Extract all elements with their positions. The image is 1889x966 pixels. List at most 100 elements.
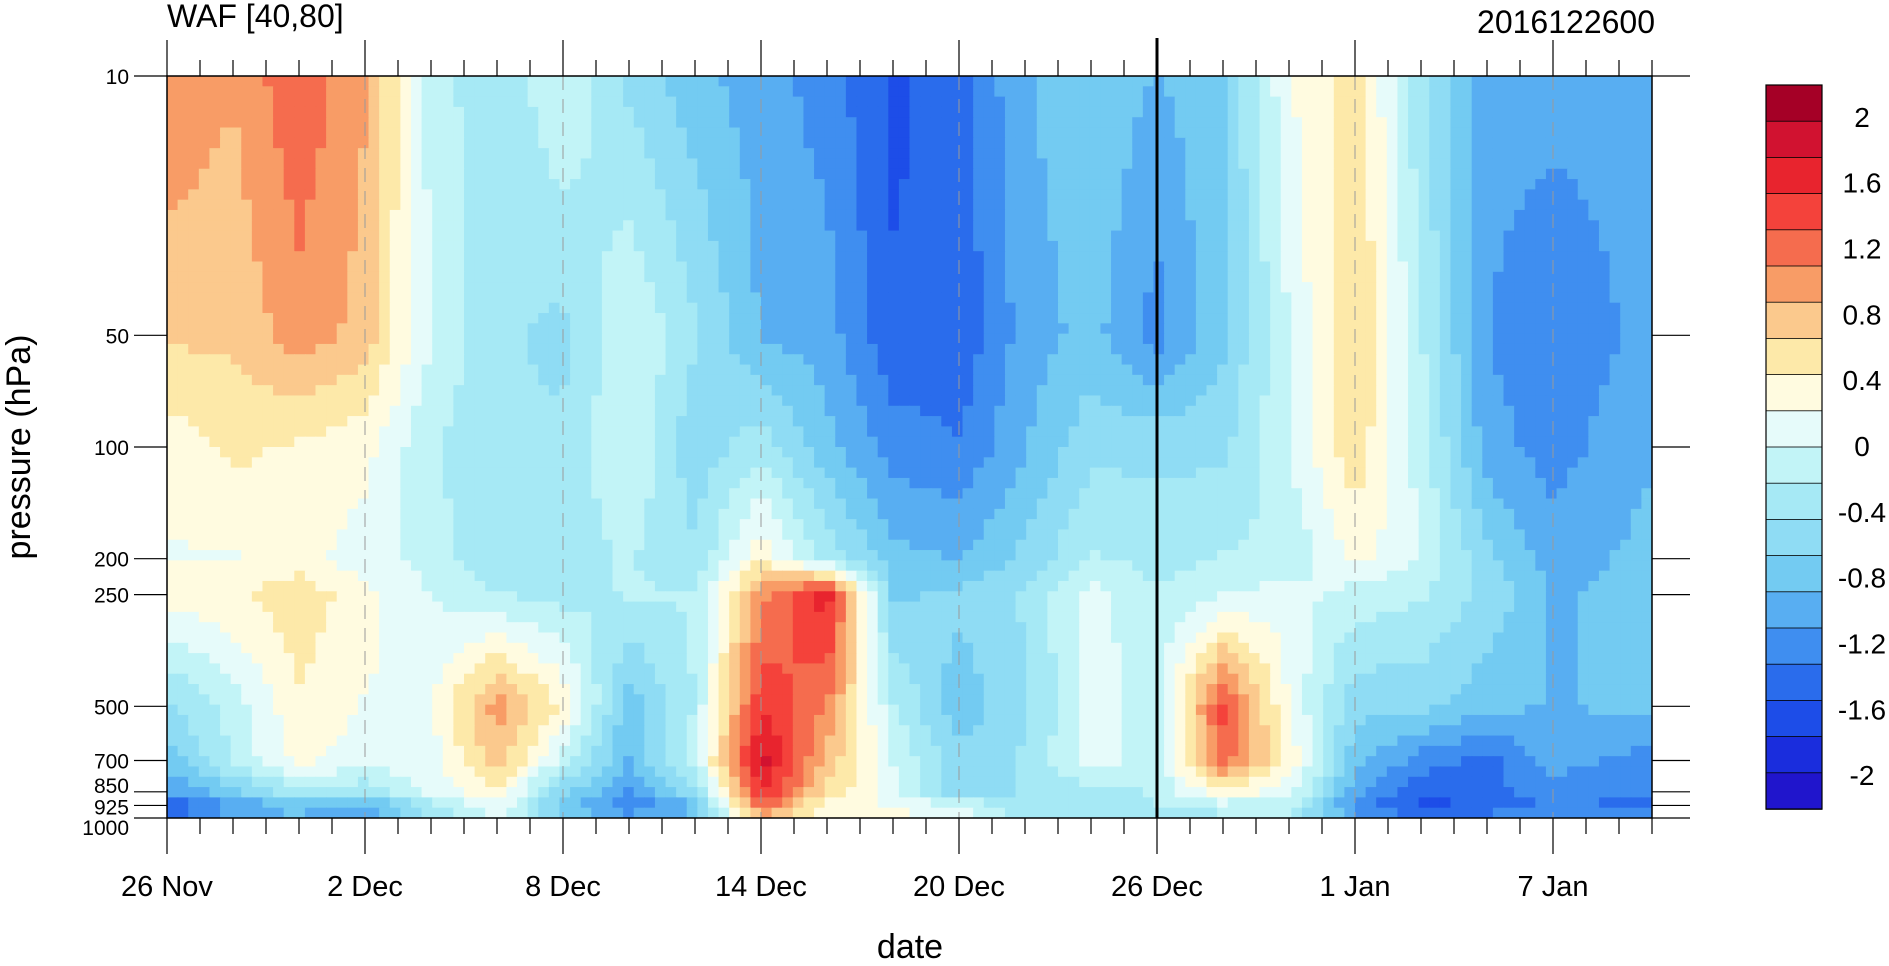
contour-cell <box>941 240 953 252</box>
contour-cell <box>1471 343 1483 355</box>
contour-cell <box>1588 86 1600 98</box>
contour-cell <box>1609 199 1621 211</box>
contour-cell <box>729 302 741 314</box>
contour-cell <box>1418 240 1430 252</box>
contour-cell <box>909 240 921 252</box>
contour-cell <box>962 292 974 304</box>
contour-cell <box>1439 189 1452 201</box>
contour-cell <box>973 117 985 129</box>
contour-cell <box>867 354 879 366</box>
contour-cell <box>856 199 868 211</box>
contour-cell <box>495 333 508 345</box>
contour-cell <box>591 158 603 170</box>
contour-cell <box>814 292 826 304</box>
contour-cell <box>1514 282 1526 294</box>
contour-cell <box>665 385 677 397</box>
contour-cell <box>718 86 730 98</box>
contour-cell <box>739 333 751 345</box>
contour-cell <box>1068 374 1080 386</box>
contour-cell <box>1556 251 1568 263</box>
contour-cell <box>1164 374 1176 386</box>
contour-cell <box>506 282 518 294</box>
contour-cell <box>633 292 645 304</box>
contour-cell <box>485 189 497 201</box>
contour-cell <box>506 436 518 448</box>
contour-cell <box>994 261 1006 273</box>
contour-cell <box>983 302 995 314</box>
contour-cell <box>347 86 359 98</box>
contour-cell <box>262 261 274 273</box>
contour-cell <box>1397 374 1409 386</box>
contour-cell <box>665 127 677 139</box>
contour-cell <box>241 292 253 304</box>
contour-cell <box>379 405 391 417</box>
contour-cell <box>1259 106 1271 118</box>
contour-cell <box>591 261 603 273</box>
contour-cell <box>803 374 815 386</box>
contour-cell <box>1121 96 1133 108</box>
contour-cell <box>1514 137 1526 149</box>
contour-cell <box>1503 209 1515 221</box>
contour-cell <box>495 292 508 304</box>
contour-cell <box>548 137 561 149</box>
contour-cell <box>1418 230 1430 242</box>
contour-cell <box>962 168 974 180</box>
contour-cell <box>1132 76 1144 87</box>
contour-cell <box>718 292 730 304</box>
contour-cell <box>1100 426 1112 438</box>
contour-cell <box>771 292 783 304</box>
contour-cell <box>718 395 730 407</box>
contour-cell <box>824 374 836 386</box>
contour-cell <box>1376 292 1388 304</box>
contour-cell <box>601 395 614 407</box>
contour-cell <box>676 261 688 273</box>
contour-cell <box>1079 220 1091 232</box>
contour-cell <box>1280 148 1292 160</box>
contour-cell <box>1567 106 1579 118</box>
contour-cell <box>1471 168 1483 180</box>
contour-cell <box>209 374 221 386</box>
contour-cell <box>792 106 805 118</box>
contour-cell <box>1111 333 1123 345</box>
contour-cell <box>336 127 348 139</box>
contour-cell <box>506 117 518 129</box>
contour-cell <box>177 251 189 263</box>
contour-cell <box>368 364 380 376</box>
contour-cell <box>835 405 847 417</box>
contour-cell <box>782 148 794 160</box>
contour-cell <box>474 343 486 355</box>
contour-cell <box>1418 251 1430 263</box>
contour-cell <box>665 168 677 180</box>
contour-cell <box>930 343 942 355</box>
contour-cell <box>623 209 635 221</box>
contour-cell <box>357 240 370 252</box>
contour-cell <box>389 343 401 355</box>
contour-cell <box>495 137 508 149</box>
contour-cell <box>1482 117 1494 129</box>
contour-cell <box>1174 364 1186 376</box>
contour-cell <box>251 426 264 438</box>
contour-cell <box>294 230 306 242</box>
contour-cell <box>612 343 624 355</box>
contour-cell <box>432 302 444 314</box>
contour-cell <box>792 220 805 232</box>
contour-cell <box>432 209 444 221</box>
contour-cell <box>1270 199 1282 211</box>
contour-cell <box>198 86 211 98</box>
contour-cell <box>294 251 306 263</box>
contour-cell <box>421 86 433 98</box>
contour-cell <box>654 106 667 118</box>
contour-cell <box>209 240 221 252</box>
contour-cell <box>1142 86 1155 98</box>
contour-cell <box>347 385 359 397</box>
contour-cell <box>633 261 645 273</box>
contour-cell <box>421 106 433 118</box>
contour-cell <box>1461 220 1473 232</box>
contour-cell <box>835 416 847 427</box>
contour-cell <box>262 96 274 108</box>
contour-cell <box>1450 230 1462 242</box>
contour-cell <box>951 158 964 170</box>
contour-cell <box>400 230 412 242</box>
contour-cell <box>803 405 815 417</box>
contour-cell <box>1323 137 1335 149</box>
